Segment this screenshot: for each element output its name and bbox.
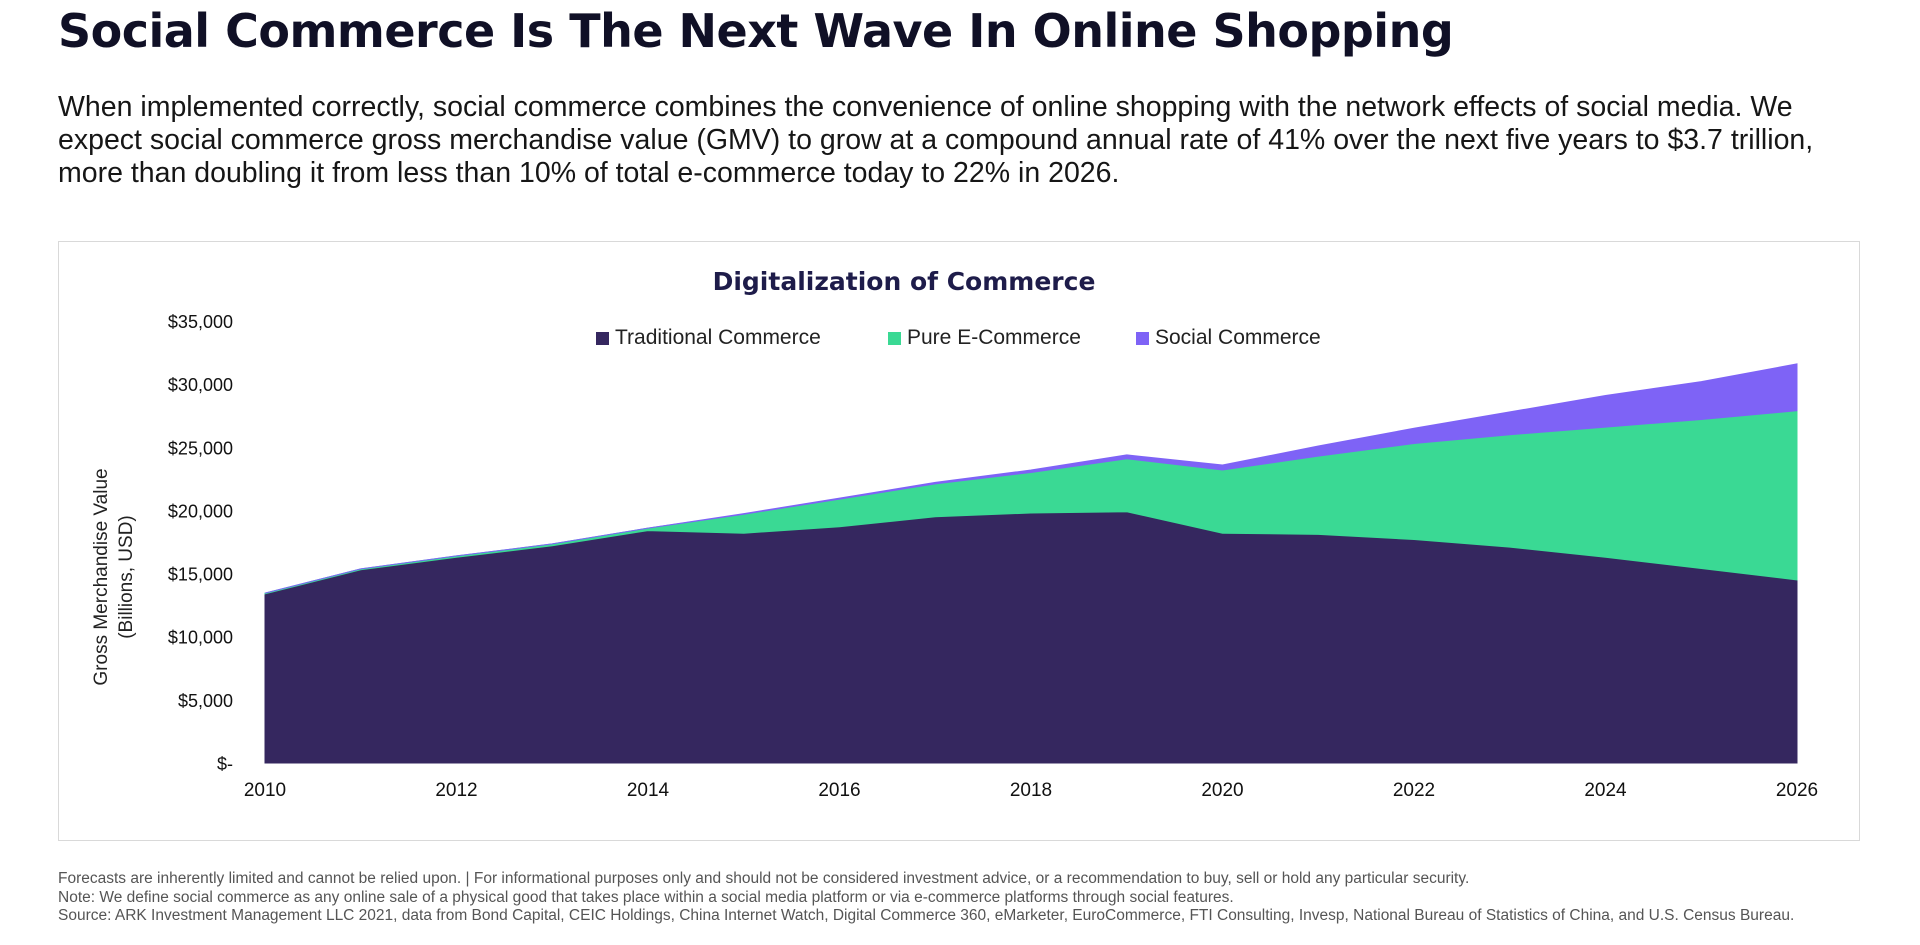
legend-item-traditional-commerce: Traditional Commerce [596, 326, 821, 349]
x-tick-label: 2010 [244, 780, 286, 801]
footnotes: Forecasts are inherently limited and can… [58, 870, 1888, 926]
area-series-group [264, 363, 1798, 764]
x-tick-label: 2022 [1393, 780, 1435, 801]
chart-title: Digitalization of Commerce [713, 267, 1096, 296]
legend-swatch [596, 332, 609, 345]
legend-label: Pure E-Commerce [907, 326, 1081, 349]
y-tick-label: $20,000 [168, 501, 233, 521]
footnote-source: Source: ARK Investment Management LLC 20… [58, 907, 1795, 924]
footnote-note: Note: We define social commerce as any o… [58, 888, 1234, 906]
x-tick-label: 2014 [627, 780, 670, 801]
legend-item-social-commerce: Social Commerce [1136, 326, 1321, 349]
chart-panel: Digitalization of Commerce Gross Merchan… [58, 241, 1860, 841]
footnote-disclaimer: Forecasts are inherently limited and can… [58, 870, 1470, 887]
legend: Traditional Commerce Pure E-Commerce Socia… [596, 326, 1321, 349]
x-tick-label: 2012 [435, 780, 477, 801]
y-axis-title: Gross Merchandise Value (Billions, USD) [91, 468, 137, 685]
x-tick-label: 2024 [1584, 780, 1627, 801]
x-tick-label: 2026 [1776, 780, 1818, 801]
legend-label: Social Commerce [1155, 326, 1321, 349]
area-series-social-commerce [264, 363, 1798, 594]
intro-paragraph: When implemented correctly, social comme… [58, 91, 1814, 189]
x-tick-label: 2016 [818, 780, 860, 801]
y-axis-ticks: $- $5,000 $10,000 $15,000 $20,000 $25,000 $30,… [168, 312, 233, 774]
page-title: Social Commerce Is The Next Wave In Onli… [58, 4, 1454, 58]
legend-item-pure-e-commerce: Pure E-Commerce [888, 326, 1081, 349]
y-tick-label: $35,000 [168, 312, 233, 332]
y-tick-label: $10,000 [168, 628, 233, 648]
y-tick-label: $30,000 [168, 375, 233, 395]
y-axis-title-line: (Billions, USD) [116, 515, 137, 639]
y-tick-label: $5,000 [178, 691, 233, 711]
x-tick-label: 2018 [1010, 780, 1052, 801]
legend-swatch [1136, 332, 1149, 345]
area-chart: Digitalization of Commerce Gross Merchan… [91, 267, 1818, 801]
x-tick-label: 2020 [1201, 780, 1243, 801]
legend-swatch [888, 332, 901, 345]
x-axis-ticks: 2010 2012 2014 2016 2018 2020 2022 2024 2026 [244, 780, 1818, 801]
y-tick-label: $15,000 [168, 565, 233, 585]
legend-label: Traditional Commerce [615, 326, 821, 349]
y-axis-title-line: Gross Merchandise Value [91, 468, 112, 685]
y-tick-label: $- [217, 754, 233, 774]
y-tick-label: $25,000 [168, 438, 233, 458]
